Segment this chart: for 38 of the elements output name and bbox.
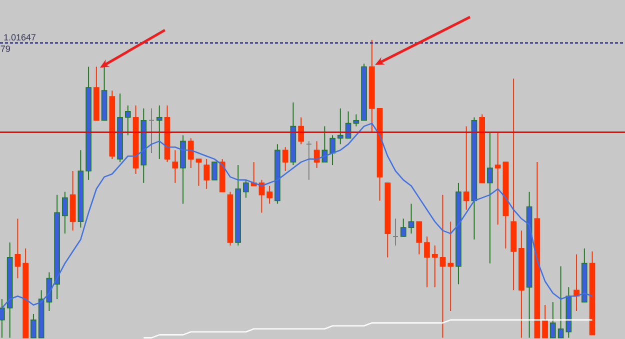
candlestick bbox=[204, 158, 210, 190]
candlestick bbox=[330, 134, 336, 166]
candlestick bbox=[448, 221, 454, 312]
candlestick bbox=[172, 150, 178, 184]
candlestick bbox=[558, 266, 564, 338]
candlestick bbox=[337, 108, 344, 145]
candlestick bbox=[156, 104, 162, 160]
candlestick bbox=[196, 158, 202, 186]
candlestick bbox=[392, 218, 399, 246]
candlestick bbox=[353, 114, 360, 127]
candlestick bbox=[550, 302, 556, 338]
candlestick bbox=[322, 126, 328, 163]
candlestick bbox=[487, 132, 493, 264]
candlestick bbox=[14, 218, 21, 279]
candlestick bbox=[574, 254, 580, 312]
candlestick bbox=[400, 218, 406, 238]
candlestick bbox=[212, 162, 218, 180]
candlestick bbox=[148, 108, 155, 154]
candlestick bbox=[62, 191, 68, 234]
candlestick bbox=[243, 179, 249, 198]
candlestick bbox=[124, 104, 131, 136]
candlestick bbox=[408, 203, 414, 234]
candlestick bbox=[424, 236, 430, 288]
candlestick bbox=[440, 194, 446, 338]
candlestick bbox=[416, 221, 422, 255]
candlestick bbox=[266, 185, 272, 204]
candlestick bbox=[282, 146, 288, 172]
annotation: 79 bbox=[0, 46, 10, 52]
candlestick bbox=[30, 313, 36, 338]
annotation: 1.01647 bbox=[4, 34, 36, 41]
candlestick bbox=[188, 138, 194, 169]
candlestick bbox=[432, 244, 438, 288]
candlestick bbox=[542, 304, 548, 338]
candlestick bbox=[494, 132, 501, 226]
candlestick bbox=[298, 116, 304, 145]
candlestick bbox=[306, 140, 312, 180]
candlestick bbox=[0, 298, 5, 338]
candlestick bbox=[463, 126, 470, 210]
